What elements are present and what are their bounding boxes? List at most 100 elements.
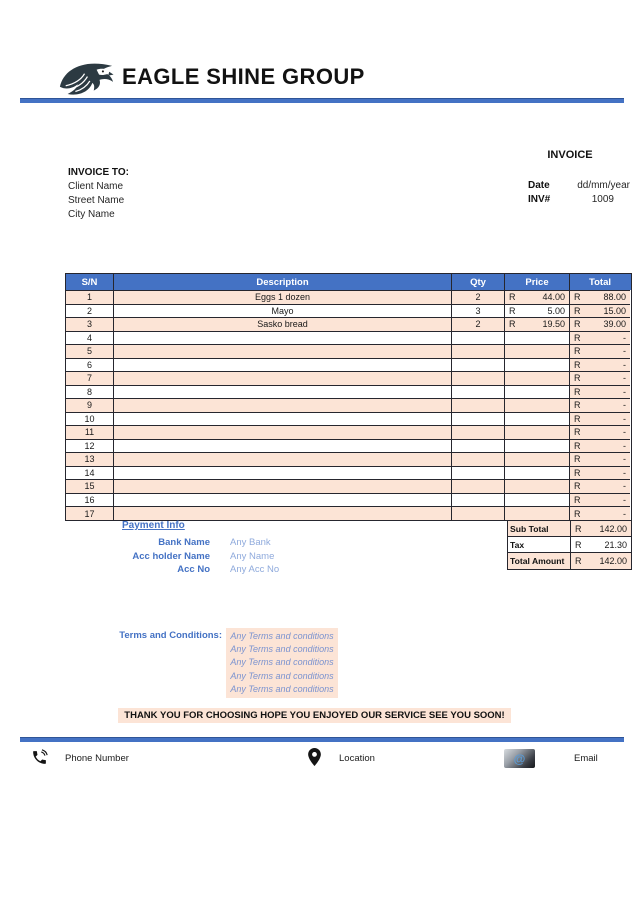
cell-sn: 7 xyxy=(66,371,114,385)
inv-value: 1009 xyxy=(591,193,614,205)
cell-qty xyxy=(452,452,505,466)
cell-qty xyxy=(452,344,505,358)
cell-sn: 6 xyxy=(66,357,114,372)
summary-table: Sub Total R 142.00 Tax R 21.30 Total Amo… xyxy=(507,520,632,570)
terms-line: Any Terms and conditions xyxy=(230,670,334,681)
cell-qty: 2 xyxy=(452,290,505,304)
table-row: 8 R- xyxy=(66,384,631,399)
cell-description xyxy=(114,425,452,439)
cell-description: Eggs 1 dozen xyxy=(114,290,452,304)
items-table-header: S/N Description Qty Price Total xyxy=(66,274,631,290)
cell-qty xyxy=(452,330,505,345)
cell-sn: 15 xyxy=(66,479,114,493)
header-total: Total xyxy=(589,276,611,288)
cell-price xyxy=(505,506,570,520)
total-amount-label: Total Amount xyxy=(508,553,571,569)
terms-label: Terms and Conditions: xyxy=(119,630,222,641)
items-table: S/N Description Qty Price Total 1 Eggs 1 … xyxy=(65,273,632,521)
table-row: 6 R- xyxy=(66,357,631,372)
cell-total: R- xyxy=(570,465,630,480)
cell-price xyxy=(505,411,570,426)
tax-row: Tax R 21.30 xyxy=(508,536,631,553)
cell-price: R 19.50 xyxy=(505,317,570,331)
header-sn: S/N xyxy=(66,274,114,290)
payment-info-title: Payment Info xyxy=(122,520,185,531)
cell-price xyxy=(505,344,570,358)
table-row: 14 R - xyxy=(66,465,631,480)
terms-box: Any Terms and conditions Any Terms and c… xyxy=(226,628,338,698)
cell-description xyxy=(114,492,452,507)
email-label: Email xyxy=(574,753,598,764)
cell-description xyxy=(114,479,452,493)
thank-you-banner: THANK YOU FOR CHOOSING HOPE YOU ENJOYED … xyxy=(118,708,511,723)
cell-sn: 2 xyxy=(66,303,114,318)
cell-total: R- xyxy=(570,384,630,399)
acc-no-label: Acc No xyxy=(177,564,210,575)
cell-total: R 88.00 xyxy=(570,290,630,304)
cell-qty xyxy=(452,479,505,493)
cell-total: R- xyxy=(570,479,630,493)
terms-line: Any Terms and conditions xyxy=(230,683,334,694)
cell-qty xyxy=(452,492,505,507)
cell-qty xyxy=(452,425,505,439)
cell-total: R- xyxy=(570,492,630,507)
cell-sn: 8 xyxy=(66,384,114,399)
cell-sn: 9 xyxy=(66,398,114,412)
email-icon: @ xyxy=(504,749,535,768)
terms-line: Any Terms and conditions xyxy=(230,644,334,655)
cell-price xyxy=(505,452,570,466)
subtotal-value: R 142.00 xyxy=(571,521,631,537)
terms-line: Any Terms and conditions xyxy=(230,657,334,668)
cell-total: R- xyxy=(570,506,630,520)
cell-sn: 17 xyxy=(66,506,114,520)
cell-price xyxy=(505,492,570,507)
street-name: Street Name xyxy=(68,195,125,206)
phone-label: Phone Number xyxy=(65,753,129,764)
table-row: 15 R - xyxy=(66,479,631,493)
cell-sn: 5 xyxy=(66,344,114,358)
cell-total: R- xyxy=(570,425,630,439)
total-amount-value: R 142.00 xyxy=(571,553,631,569)
cell-total: R 39.00 xyxy=(570,317,630,331)
header-price: Price xyxy=(505,274,570,290)
tax-value: R 21.30 xyxy=(571,537,631,553)
bill-to-label: INVOICE TO: xyxy=(68,167,129,178)
terms-line: Any Terms and conditions xyxy=(230,631,334,641)
table-row: 2 Mayo 3 R 5.00 R 15.00 xyxy=(66,303,631,318)
cell-price xyxy=(505,330,570,345)
header-description: Description xyxy=(114,274,452,290)
cell-price xyxy=(505,371,570,385)
cell-description xyxy=(114,344,452,358)
cell-price xyxy=(505,438,570,453)
cell-description xyxy=(114,398,452,412)
cell-price: R 5.00 xyxy=(505,303,570,318)
cell-price: R 44.00 xyxy=(505,290,570,304)
acc-no-value: Any Acc No xyxy=(230,564,280,575)
total-amount-row: Total Amount R 142.00 xyxy=(508,552,631,569)
table-row: 16 R - xyxy=(66,492,631,507)
cell-total: R- xyxy=(570,371,630,385)
cell-qty: 2 xyxy=(452,317,505,331)
cell-price xyxy=(505,465,570,480)
cell-qty xyxy=(452,371,505,385)
table-row: 7 R- xyxy=(66,371,631,385)
tax-label: Tax xyxy=(508,537,571,553)
cell-price xyxy=(505,398,570,412)
cell-qty xyxy=(452,438,505,453)
cell-description xyxy=(114,384,452,399)
cell-total: R- xyxy=(570,438,630,453)
company-name: EAGLE SHINE GROUP xyxy=(122,64,365,89)
table-row: 5 R- xyxy=(66,344,631,358)
bank-name-value: Any Bank xyxy=(230,537,271,548)
cell-total: R- xyxy=(570,398,630,412)
table-row: 1 Eggs 1 dozen 2 R 44.00 R 88.00 xyxy=(66,290,631,304)
cell-sn: 13 xyxy=(66,452,114,466)
cell-description: Mayo xyxy=(114,303,452,318)
table-row: 12 R - xyxy=(66,438,631,453)
location-icon xyxy=(308,748,321,766)
currency-symbol: R xyxy=(575,555,582,566)
table-row: 3 Sasko bread 2 R 19.50 R 39.00 xyxy=(66,317,631,331)
cell-description xyxy=(114,452,452,466)
cell-price xyxy=(505,479,570,493)
